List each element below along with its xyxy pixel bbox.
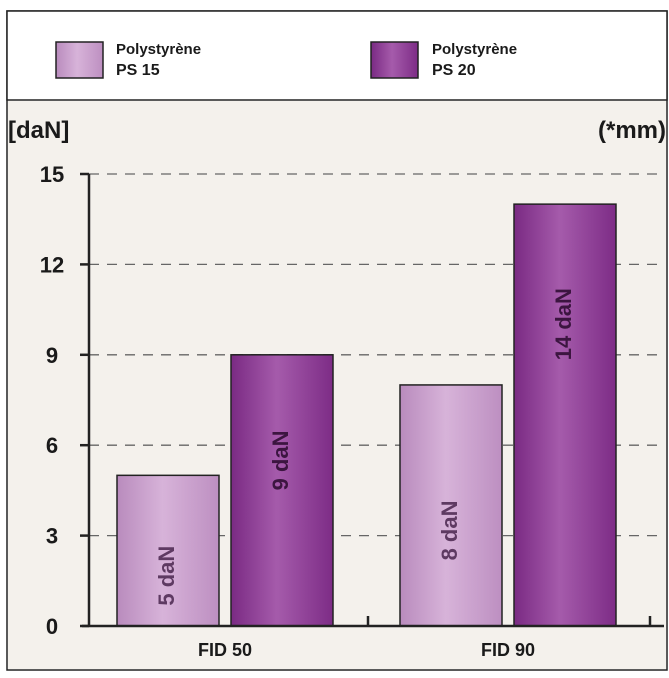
y-tick-label: 6 bbox=[46, 433, 58, 458]
bar-value-label: 9 daN bbox=[268, 430, 293, 490]
x-tick-label: FID 50 bbox=[198, 640, 252, 660]
bar-value-label: 14 daN bbox=[551, 288, 576, 360]
legend-panel bbox=[6, 10, 668, 101]
legend-label-ps15-line1: Polystyrène bbox=[116, 41, 201, 58]
legend: Polystyrène PS 15 Polystyrène PS 20 bbox=[55, 41, 517, 79]
bar-value-label: 8 daN bbox=[437, 501, 462, 561]
y-axis-label: [daN] bbox=[8, 117, 69, 144]
bar-ps20-fid90 bbox=[513, 203, 617, 627]
unit-note: (*mm) bbox=[598, 117, 666, 144]
bar-value-label: 5 daN bbox=[154, 546, 179, 606]
x-tick-label: FID 90 bbox=[481, 640, 535, 660]
bar-ps20-fid50 bbox=[230, 354, 334, 627]
legend-swatch-ps15 bbox=[55, 41, 104, 79]
legend-label-ps15-line2: PS 15 bbox=[116, 62, 160, 79]
y-tick-label: 12 bbox=[40, 252, 64, 277]
y-tick-label: 9 bbox=[46, 343, 58, 368]
bar-ps15-fid50 bbox=[116, 474, 220, 627]
x-axis-ticks: FID 50 FID 90 bbox=[198, 640, 535, 660]
y-tick-label: 15 bbox=[40, 162, 64, 187]
bar-value-labels: 5 daN 9 daN 8 daN 14 daN bbox=[154, 288, 576, 606]
y-axis-ticks: 0 3 6 9 12 15 bbox=[40, 162, 89, 639]
y-tick-label: 0 bbox=[46, 614, 58, 639]
legend-swatch-ps20 bbox=[370, 41, 419, 79]
legend-label-ps20-line2: PS 20 bbox=[432, 62, 476, 79]
bar-ps15-fid90 bbox=[399, 384, 503, 627]
legend-label-ps20-line1: Polystyrène bbox=[432, 41, 517, 58]
y-tick-label: 3 bbox=[46, 524, 58, 549]
